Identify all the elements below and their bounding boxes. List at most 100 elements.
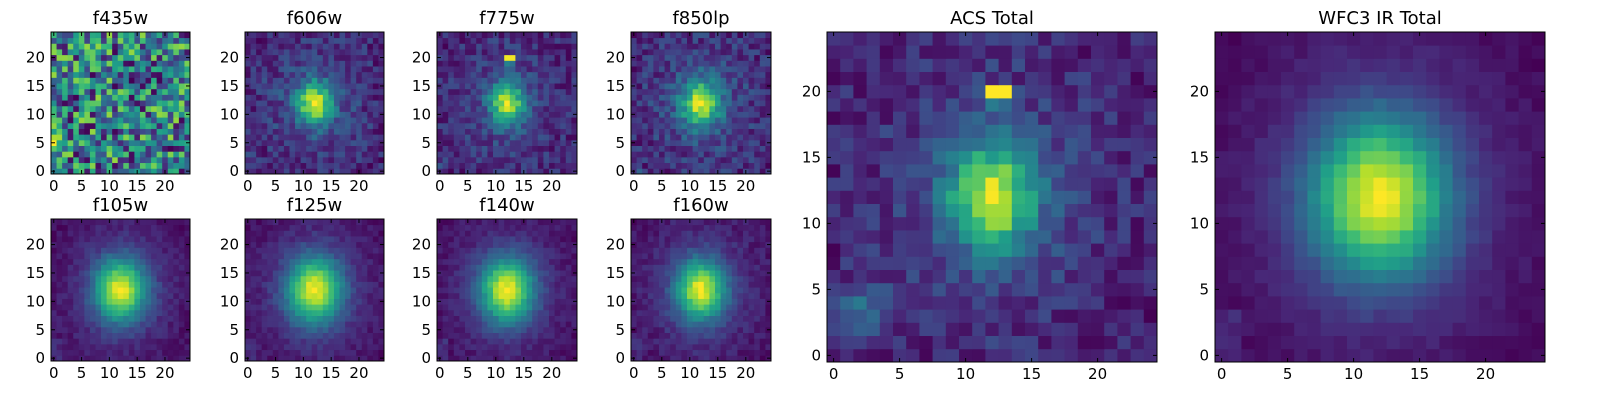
heatmap-cell bbox=[272, 321, 279, 328]
heatmap-cell bbox=[328, 349, 335, 356]
heatmap-cell bbox=[372, 247, 379, 254]
heatmap-cell bbox=[67, 326, 74, 333]
heatmap-cell bbox=[537, 32, 544, 39]
heatmap-cell bbox=[84, 224, 91, 231]
heatmap-cell bbox=[117, 298, 124, 305]
heatmap-cell bbox=[245, 309, 251, 316]
heatmap-cell bbox=[481, 128, 488, 135]
heatmap-cell bbox=[322, 105, 329, 112]
heatmap-cell bbox=[378, 224, 385, 231]
heatmap-cell bbox=[372, 139, 379, 146]
heatmap-cell bbox=[554, 281, 561, 288]
heatmap-cell bbox=[156, 94, 163, 101]
heatmap-cell bbox=[272, 71, 279, 78]
heatmap-cell bbox=[487, 230, 494, 237]
heatmap-cell bbox=[372, 355, 379, 362]
heatmap-cell bbox=[317, 349, 324, 356]
heatmap-cell bbox=[448, 37, 455, 44]
heatmap-cell bbox=[245, 315, 251, 322]
heatmap-cell bbox=[487, 32, 494, 39]
heatmap-cell bbox=[437, 105, 443, 112]
heatmap-cell bbox=[139, 309, 146, 316]
heatmap-cell bbox=[51, 258, 57, 265]
heatmap-cell bbox=[101, 60, 107, 67]
heatmap-cell bbox=[509, 326, 516, 333]
heatmap-cell bbox=[526, 32, 533, 39]
heatmap-cell bbox=[289, 66, 296, 73]
heatmap-cell bbox=[123, 94, 130, 101]
heatmap-cell bbox=[532, 315, 539, 322]
heatmap-cell bbox=[278, 264, 285, 271]
heatmap-cell bbox=[84, 60, 91, 67]
heatmap-cell bbox=[89, 224, 96, 231]
heatmap-cell bbox=[715, 287, 721, 294]
heatmap-cell bbox=[465, 162, 471, 169]
heatmap-cell bbox=[350, 139, 357, 146]
heatmap-cell bbox=[278, 236, 285, 243]
heatmap-cell bbox=[521, 100, 527, 107]
heatmap-cell bbox=[560, 88, 567, 95]
heatmap-cell bbox=[465, 37, 471, 44]
heatmap-cell bbox=[156, 264, 163, 271]
heatmap-cell bbox=[560, 253, 567, 260]
heatmap-cell bbox=[322, 224, 329, 231]
heatmap-cell bbox=[84, 100, 91, 107]
heatmap-cell bbox=[720, 292, 727, 299]
heatmap-cell bbox=[139, 151, 146, 158]
heatmap-cell bbox=[515, 77, 522, 84]
heatmap-cell bbox=[493, 298, 499, 305]
heatmap-cell bbox=[101, 343, 107, 351]
heatmap-cell bbox=[659, 54, 665, 61]
heatmap-cell bbox=[295, 219, 301, 226]
heatmap-cell bbox=[295, 162, 301, 169]
heatmap-cell bbox=[631, 66, 637, 73]
heatmap-cell bbox=[481, 37, 488, 44]
heatmap-cell bbox=[272, 264, 279, 271]
heatmap-cell bbox=[681, 145, 688, 152]
heatmap-cell bbox=[687, 315, 693, 322]
heatmap-cell bbox=[106, 270, 113, 277]
heatmap-cell bbox=[453, 49, 460, 56]
heatmap-cell bbox=[504, 332, 511, 339]
heatmap-cell bbox=[465, 264, 471, 271]
heatmap-cell bbox=[748, 88, 755, 95]
heatmap-cell bbox=[272, 151, 279, 158]
heatmap-cell bbox=[731, 292, 738, 299]
heatmap-cell bbox=[89, 105, 96, 112]
heatmap-cell bbox=[476, 224, 483, 231]
heatmap-cell bbox=[459, 292, 466, 299]
heatmap-cell bbox=[350, 281, 357, 288]
heatmap-cell bbox=[112, 168, 119, 175]
heatmap-cell bbox=[442, 343, 449, 351]
heatmap-cell bbox=[554, 100, 561, 107]
heatmap-cell bbox=[509, 162, 516, 169]
heatmap-cell bbox=[521, 71, 527, 78]
heatmap-cell bbox=[328, 270, 335, 277]
heatmap-cell bbox=[759, 43, 766, 50]
heatmap-cell bbox=[453, 111, 460, 118]
heatmap-cell bbox=[361, 304, 368, 311]
heatmap-cell bbox=[84, 77, 91, 84]
heatmap-cell bbox=[465, 66, 471, 73]
heatmap-cell bbox=[526, 94, 533, 101]
heatmap-cell bbox=[367, 281, 374, 288]
heatmap-cell bbox=[267, 253, 274, 260]
heatmap-cell bbox=[283, 71, 290, 78]
heatmap-cell bbox=[378, 162, 385, 169]
heatmap-cell bbox=[134, 139, 141, 146]
heatmap-cell bbox=[361, 224, 368, 231]
heatmap-cell bbox=[720, 88, 727, 95]
heatmap-cell bbox=[465, 117, 471, 124]
heatmap-cell bbox=[56, 332, 63, 339]
heatmap-cell bbox=[726, 66, 733, 73]
heatmap-cell bbox=[151, 49, 158, 56]
heatmap-cell bbox=[442, 37, 449, 44]
heatmap-cell bbox=[543, 60, 550, 67]
heatmap-cell bbox=[173, 71, 180, 78]
heatmap-cell bbox=[515, 258, 522, 265]
heatmap-cell bbox=[698, 292, 705, 299]
heatmap-cell bbox=[272, 338, 279, 345]
heatmap-cell bbox=[698, 94, 705, 101]
heatmap-cell bbox=[101, 332, 107, 339]
heatmap-cell bbox=[664, 111, 671, 118]
